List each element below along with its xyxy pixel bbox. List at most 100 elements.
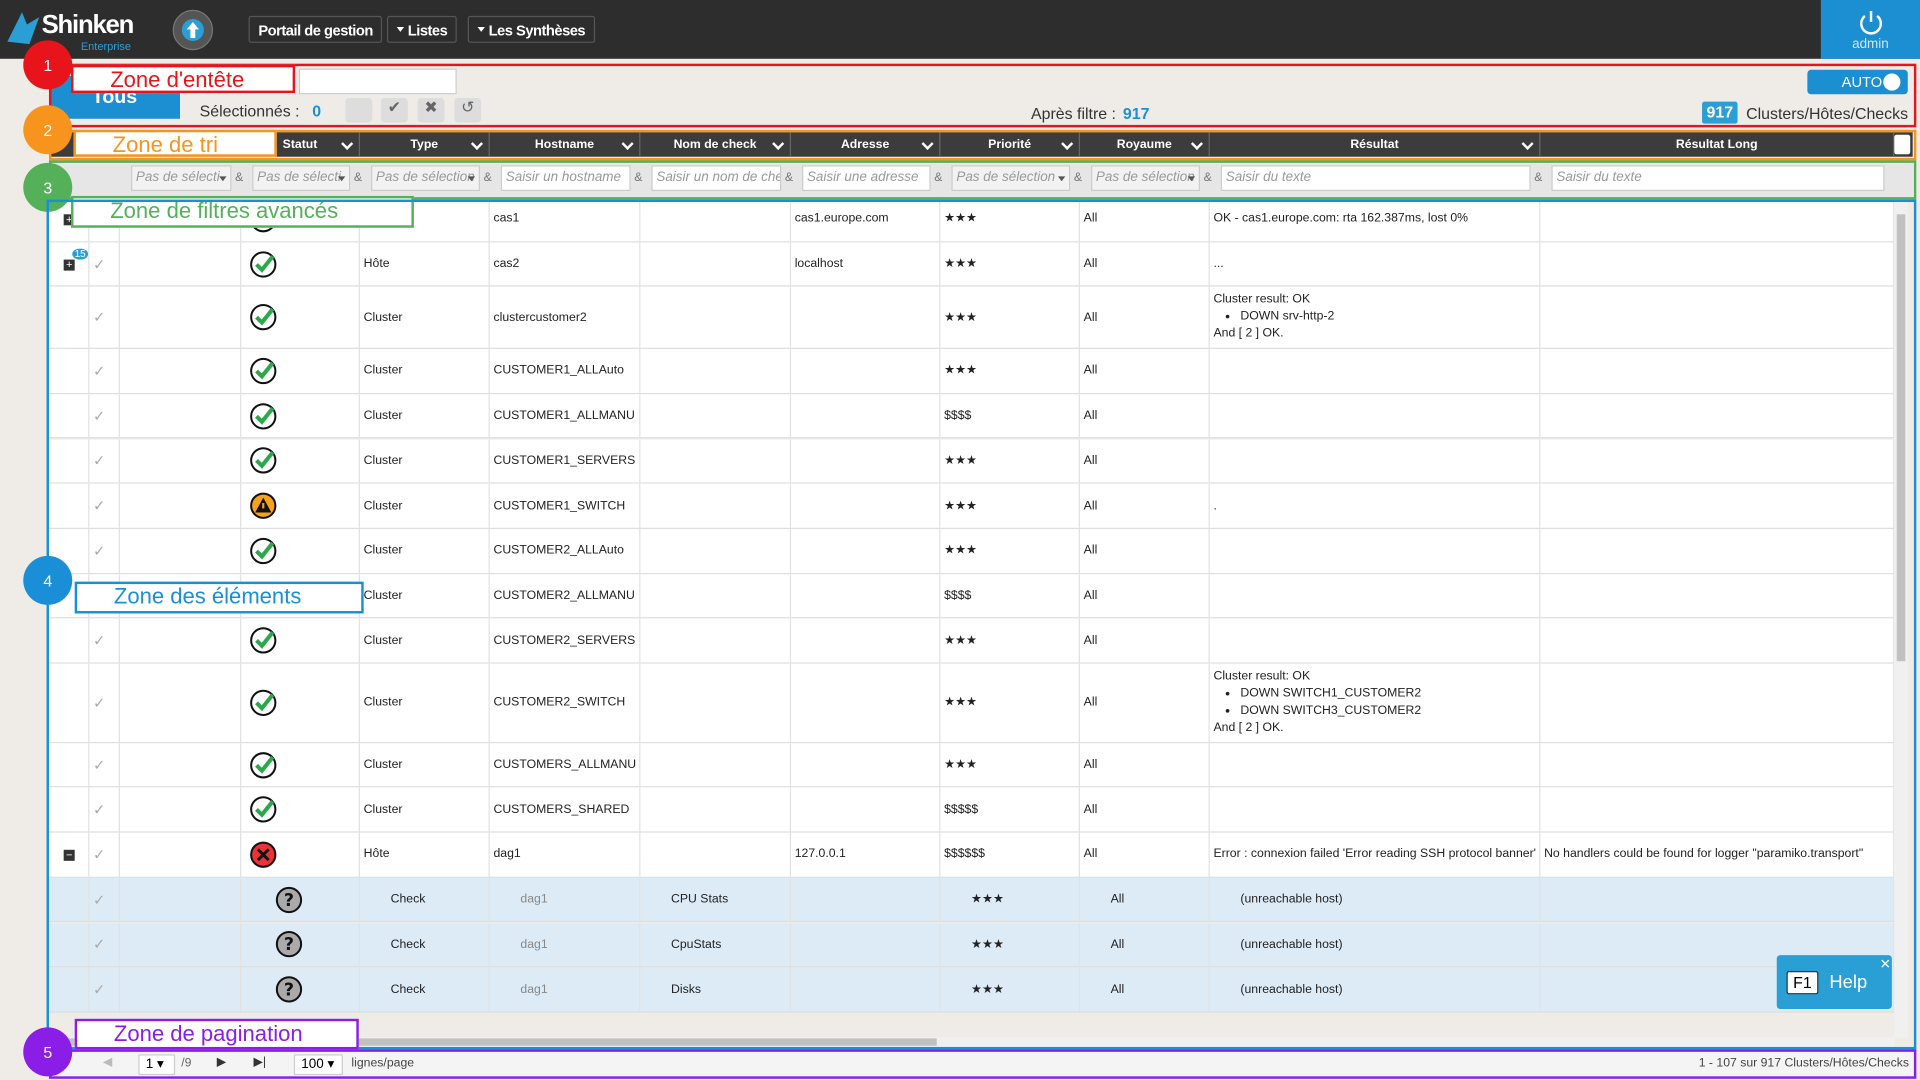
v-scrollbar[interactable] [1894,197,1908,1038]
help-button[interactable]: F1 Help ✕ [1776,955,1892,1009]
hostname: CUSTOMER2_ALLAuto [490,528,641,573]
status-ok [250,689,277,716]
up-button[interactable] [171,9,214,52]
filter-input[interactable]: Pas de sélection [371,165,481,192]
user-button[interactable]: admin [1820,0,1920,59]
result [1210,787,1541,832]
status-unknown: ? [275,976,303,1003]
hostname: CUSTOMER2_SERVERS [490,618,641,663]
realm: All [1080,922,1210,967]
column-header-cell[interactable]: Résultat Long [1540,132,1895,157]
ack-button[interactable]: ✔ [380,97,408,123]
type: Cluster [360,573,490,618]
last-button[interactable]: ▶| [253,1055,267,1069]
auto-toggle[interactable]: AUTO [1807,69,1908,95]
address [791,618,941,663]
result-long [1540,922,1895,967]
filter-input[interactable]: Saisir du texte [1220,165,1531,192]
filter-input[interactable]: Saisir un nom de che [651,165,782,192]
nav-item[interactable]: Les Synthèses [467,15,595,43]
filter-joiner: & [483,171,492,185]
annotation-zone [48,160,1917,200]
h-scrollbar[interactable] [48,1037,1895,1047]
calendar-button[interactable] [345,97,373,123]
column-header-cell[interactable]: Résultat [1210,132,1541,157]
page-number: 1 [145,1056,154,1072]
status-icon [241,618,361,663]
total-count: 917 [1702,101,1738,124]
nav-item[interactable]: Portail de gestion [248,15,383,43]
expander[interactable]: − [63,850,75,862]
result-item: DOWN SWITCH3_CUSTOMER2 [1240,703,1421,720]
h-scroll-thumb[interactable] [48,1038,937,1046]
filter-input[interactable]: Pas de sélection [1091,165,1201,192]
result-long [1540,967,1895,1012]
hostname: dag1 [490,832,641,877]
status-icon [241,349,361,393]
priority: ★★★ [940,922,1081,967]
brand-sub: Enterprise [80,40,132,53]
address: 127.0.0.1 [791,832,941,877]
priority: $$$$ [940,573,1081,618]
context-cell [120,742,242,787]
expander[interactable]: + [63,259,75,271]
column-menu[interactable] [1894,134,1911,155]
per-page-select[interactable]: 100 ▾ [293,1054,343,1076]
per-page-label: lignes/page [351,1056,415,1071]
help-close[interactable]: ✕ [1879,957,1891,973]
help-key: F1 [1786,971,1819,995]
type: Cluster [360,349,490,393]
context-cell [120,528,242,573]
result [1210,438,1541,483]
nav-item[interactable]: Listes [386,15,458,43]
annotation-label: Zone de filtres avancés [71,195,414,228]
next-button[interactable]: ▶ [216,1055,227,1069]
filter-input[interactable]: Pas de sélecti [131,165,232,192]
status-warning [250,492,277,519]
after-filter-label: Après filtre : [1031,104,1116,123]
context-cell [120,787,242,832]
downtime-button[interactable]: ✖ [417,97,445,123]
result-footer: And [ 2 ] OK. [1213,721,1284,735]
address [791,877,941,922]
prev-button[interactable]: ◀ [102,1055,113,1069]
type: Cluster [360,787,490,832]
v-scroll-thumb[interactable] [1896,214,1906,662]
filter-input[interactable]: Saisir du texte [1551,165,1885,192]
ack-mark [89,438,121,483]
filter-input[interactable]: Saisir une adresse [802,165,931,192]
filter-input[interactable]: Pas de sélecti [252,165,351,192]
filter-input[interactable]: Pas de sélection [951,165,1071,192]
filter-input[interactable]: Saisir un hostname [500,165,631,192]
annotation-number: 5 [23,1027,73,1077]
address [791,967,941,1012]
result-long: No handlers could be found for logger "p… [1540,832,1895,877]
ack-mark [89,787,121,832]
ack-mark [89,742,121,787]
expander[interactable]: + [63,214,75,226]
address [791,573,941,618]
recheck-button[interactable]: ↺ [454,97,482,123]
result-long [1540,197,1895,241]
search-input[interactable] [298,68,457,95]
priority: ★★★ [940,197,1081,241]
result-long [1540,742,1895,787]
page-select[interactable]: 1 ▾ [138,1054,176,1076]
pagination-summary: 1 - 107 sur 917 Clusters/Hôtes/Checks [1698,1056,1909,1071]
priority: ★★★ [940,349,1081,393]
